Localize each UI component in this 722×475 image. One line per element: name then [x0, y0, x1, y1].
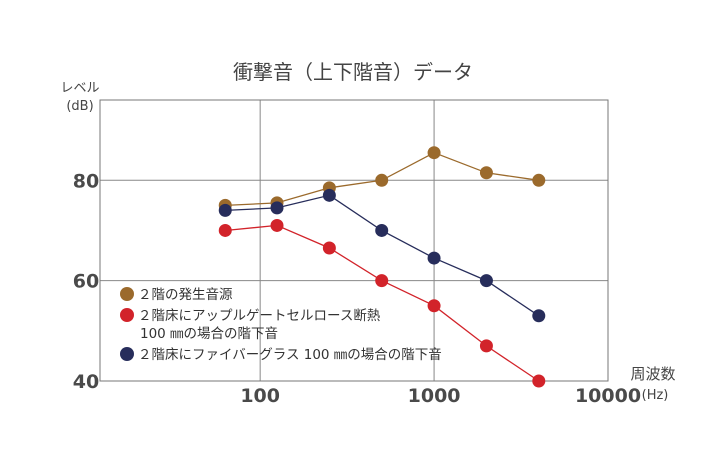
series-1 — [218, 146, 546, 212]
x-tick-label: 100 — [240, 385, 280, 407]
data-point — [218, 223, 232, 237]
series-group — [218, 146, 546, 388]
legend-label: ２階床にファイバーグラス 100 ㎜の場合の階下音 — [138, 346, 442, 363]
data-point — [532, 374, 546, 388]
data-point — [375, 173, 389, 187]
data-point — [427, 251, 441, 265]
y-tick-label: 60 — [73, 271, 99, 293]
data-point — [375, 274, 389, 288]
legend-label: 100 ㎜の場合の階下音 — [140, 325, 278, 342]
data-point — [479, 339, 493, 353]
y-tick-label: 40 — [73, 371, 99, 393]
data-point — [479, 274, 493, 288]
data-point — [270, 201, 284, 215]
data-point — [270, 218, 284, 232]
data-point — [375, 223, 389, 237]
axis-ticks: 100 1000 10000 40 60 80 — [73, 170, 641, 407]
legend-label: ２階床にアップルゲートセルロース断熱 — [138, 308, 381, 324]
series-3 — [218, 188, 546, 323]
chart-title: 衝撃音（上下階音）データ — [233, 60, 473, 84]
legend-item-1: ２階の発生音源 — [120, 286, 233, 303]
y-axis-label: レベル — [60, 81, 99, 96]
legend-marker — [120, 287, 134, 301]
data-point — [532, 309, 546, 323]
data-point — [427, 299, 441, 313]
x-tick-label: 10000 — [575, 385, 641, 407]
y-tick-label: 80 — [73, 170, 99, 192]
series-2 — [218, 218, 546, 388]
legend-item-3: ２階床にファイバーグラス 100 ㎜の場合の階下音 — [120, 346, 442, 363]
x-axis-unit: (Hz) — [642, 388, 669, 403]
series-line — [225, 194, 540, 317]
data-point — [218, 203, 232, 217]
legend-label: ２階の発生音源 — [138, 286, 233, 303]
x-tick-label: 1000 — [408, 385, 461, 407]
data-point — [322, 241, 336, 255]
plot-frame — [99, 99, 609, 382]
y-axis-unit: (dB) — [66, 99, 93, 114]
legend-marker — [120, 347, 134, 361]
legend-marker — [120, 308, 134, 322]
data-point — [322, 188, 336, 202]
data-point — [479, 166, 493, 180]
data-point — [427, 146, 441, 160]
data-point — [532, 173, 546, 187]
x-axis-label: 周波数 — [630, 365, 675, 383]
